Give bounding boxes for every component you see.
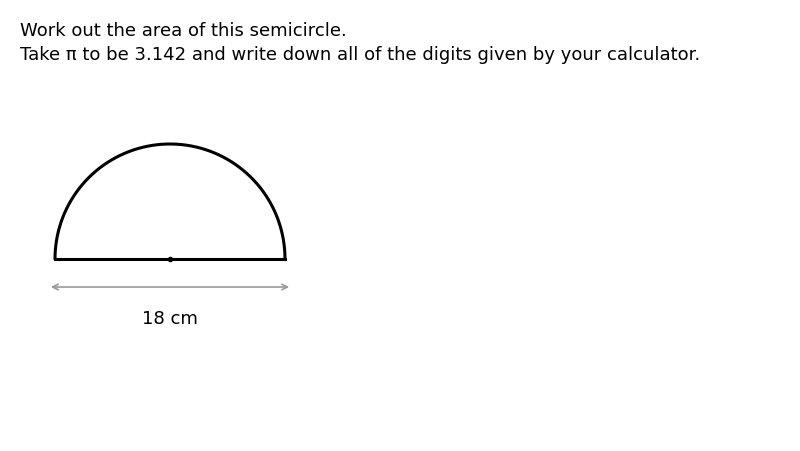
Text: Take π to be 3.142 and write down all of the digits given by your calculator.: Take π to be 3.142 and write down all of… — [20, 46, 700, 64]
Text: 18 cm: 18 cm — [142, 309, 198, 327]
Text: Work out the area of this semicircle.: Work out the area of this semicircle. — [20, 22, 346, 40]
